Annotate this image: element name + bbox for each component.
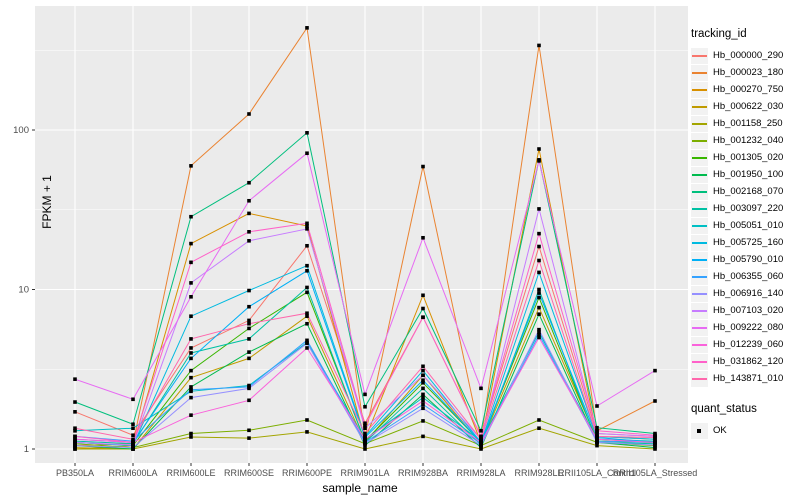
legend-item-label: Hb_001158_250 — [713, 118, 783, 129]
legend-key-swatch — [691, 319, 708, 336]
legend-key-swatch — [691, 81, 708, 98]
legend-tracking-items: Hb_000000_290 Hb_000023_180 Hb_000270_750 H… — [691, 47, 799, 387]
legend-item-label: Hb_006355_060 — [713, 271, 784, 282]
legend-item-Hb_002168_070: Hb_002168_070 — [691, 183, 799, 200]
legend-item-label: Hb_005725_160 — [713, 237, 784, 248]
legend-title-quant-status: quant_status — [691, 403, 757, 415]
svg-text:RRIM928LA: RRIM928LA — [456, 468, 505, 478]
legend-item-Hb_012239_060: Hb_012239_060 — [691, 336, 799, 353]
legend-item-label: Hb_009222_080 — [713, 322, 784, 333]
legend-quant-items: OK — [691, 422, 799, 439]
data-points — [73, 26, 657, 451]
legend-key-swatch — [691, 132, 708, 149]
legend-item-label: Hb_000622_030 — [713, 101, 784, 112]
legend-key-swatch — [691, 302, 708, 319]
legend-item-label: Hb_000270_750 — [713, 84, 784, 95]
svg-text:RRII105LA_Control: RRII105LA_Control — [558, 468, 636, 478]
legend-item-label: Hb_007103_020 — [713, 305, 784, 316]
legend-key-swatch — [691, 285, 708, 302]
legend-key-swatch — [691, 183, 708, 200]
svg-text:RRIM928LE: RRIM928LE — [514, 468, 563, 478]
svg-text:RRIM600LE: RRIM600LE — [166, 468, 215, 478]
svg-text:PB350LA: PB350LA — [56, 468, 94, 478]
svg-text:100: 100 — [13, 125, 29, 136]
legend-item-Hb_009222_080: Hb_009222_080 — [691, 319, 799, 336]
legend-key-swatch — [691, 115, 708, 132]
legend-item-Hb_001158_250: Hb_001158_250 — [691, 115, 799, 132]
legend-item-label: Hb_001232_040 — [713, 135, 784, 146]
legend-key-swatch — [691, 251, 708, 268]
legend-item-label: Hb_005051_010 — [713, 220, 784, 231]
legend-title-tracking-id: tracking_id — [691, 28, 747, 40]
legend-key-swatch — [691, 200, 708, 217]
y-axis-title: FPKM + 1 — [40, 175, 54, 229]
legend-key-swatch — [691, 98, 708, 115]
legend-item-Hb_000023_180: Hb_000023_180 — [691, 64, 799, 81]
x-axis-title: sample_name — [322, 481, 398, 495]
legend-key-swatch — [691, 268, 708, 285]
legend: tracking_id Hb_000000_290 Hb_000023_180 Hb… — [691, 28, 799, 439]
legend-key-swatch — [691, 370, 708, 387]
legend-item-Hb_007103_020: Hb_007103_020 — [691, 302, 799, 319]
svg-text:RRIM901LA: RRIM901LA — [340, 468, 389, 478]
legend-item-quant-OK: OK — [691, 422, 799, 439]
axes: 1 10 100 PB350LA RRIM600LA RRIM600LE RRIM600SE… — [13, 125, 697, 478]
legend-item-Hb_143871_010: Hb_143871_010 — [691, 370, 799, 387]
legend-item-label: Hb_000000_290 — [713, 50, 784, 61]
legend-item-Hb_031862_120: Hb_031862_120 — [691, 353, 799, 370]
legend-key-swatch — [691, 64, 708, 81]
legend-item-label: Hb_012239_060 — [713, 339, 784, 350]
legend-item-Hb_001950_100: Hb_001950_100 — [691, 166, 799, 183]
legend-item-Hb_000270_750: Hb_000270_750 — [691, 81, 799, 98]
legend-item-Hb_001232_040: Hb_001232_040 — [691, 132, 799, 149]
svg-text:RRII105LA_Stressed: RRII105LA_Stressed — [613, 468, 698, 478]
legend-item-label: Hb_001305_020 — [713, 152, 784, 163]
legend-item-label: Hb_001950_100 — [713, 169, 784, 180]
legend-item-label: Hb_031862_120 — [713, 356, 784, 367]
black-square-point-icon — [691, 422, 708, 439]
legend-item-label: Hb_143871_010 — [713, 373, 784, 384]
svg-text:1: 1 — [24, 444, 29, 455]
legend-key-swatch — [691, 166, 708, 183]
legend-item-Hb_005725_160: Hb_005725_160 — [691, 234, 799, 251]
legend-item-label: Hb_000023_180 — [713, 67, 784, 78]
legend-item-Hb_000622_030: Hb_000622_030 — [691, 98, 799, 115]
svg-text:RRIM928BA: RRIM928BA — [398, 468, 448, 478]
legend-quant-status: quant_status OK — [691, 403, 799, 439]
legend-key-swatch — [691, 353, 708, 370]
legend-item-Hb_006916_140: Hb_006916_140 — [691, 285, 799, 302]
legend-key-swatch — [691, 47, 708, 64]
legend-item-Hb_003097_220: Hb_003097_220 — [691, 200, 799, 217]
svg-text:RRIM600SE: RRIM600SE — [224, 468, 274, 478]
legend-item-Hb_006355_060: Hb_006355_060 — [691, 268, 799, 285]
legend-key-swatch — [691, 234, 708, 251]
legend-item-label: Hb_002168_070 — [713, 186, 784, 197]
legend-key-swatch — [691, 217, 708, 234]
legend-item-label: OK — [713, 425, 727, 436]
legend-key-swatch — [691, 149, 708, 166]
legend-item-label: Hb_003097_220 — [713, 203, 784, 214]
svg-text:10: 10 — [18, 285, 29, 296]
legend-key-swatch — [691, 336, 708, 353]
legend-item-label: Hb_006916_140 — [713, 288, 784, 299]
legend-item-Hb_005051_010: Hb_005051_010 — [691, 217, 799, 234]
svg-text:RRIM600PE: RRIM600PE — [282, 468, 332, 478]
svg-text:RRIM600LA: RRIM600LA — [108, 468, 157, 478]
legend-item-Hb_001305_020: Hb_001305_020 — [691, 149, 799, 166]
legend-item-Hb_000000_290: Hb_000000_290 — [691, 47, 799, 64]
legend-item-label: Hb_005790_010 — [713, 254, 784, 265]
legend-item-Hb_005790_010: Hb_005790_010 — [691, 251, 799, 268]
